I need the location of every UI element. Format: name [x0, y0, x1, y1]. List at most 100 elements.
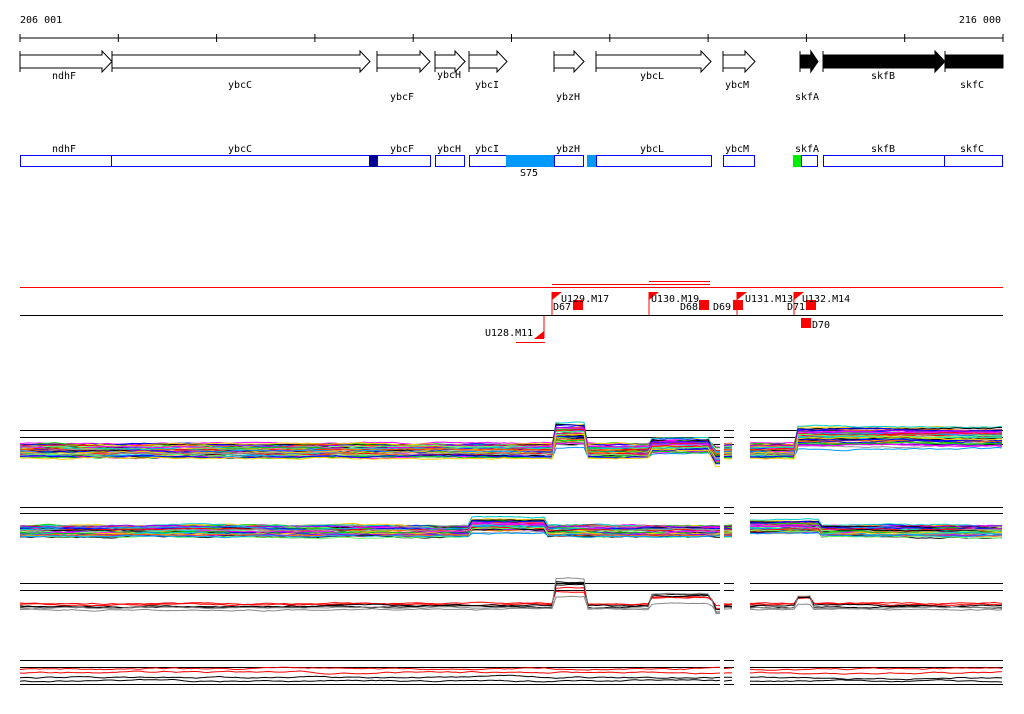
profile-trace: [749, 441, 1003, 459]
gene-track: ndhF ybcC ybcF ybcH ybcI ybzH ybcL ybcM skfA skfB…: [19, 49, 1004, 103]
terminator-icon: [806, 300, 816, 310]
dark-segment: [369, 155, 377, 167]
profile-trace: [749, 529, 1003, 539]
profile-trace: [723, 603, 733, 606]
profile-trace: [19, 526, 721, 540]
profile-trace: [19, 678, 721, 683]
segment-cyan: [587, 155, 596, 167]
gene-box-ybcM: [723, 155, 755, 167]
annotation-label: D71: [787, 302, 805, 313]
gene-ybzH-label: ybzH: [556, 92, 580, 103]
gene-box-ybcI: [469, 155, 508, 167]
profile-trace: [749, 596, 1003, 608]
gene-skfB-label: skfB: [871, 71, 895, 82]
profile-trace: [750, 518, 1003, 527]
coordinate-ruler: [19, 34, 1004, 42]
profile-trace: [723, 451, 733, 454]
gene-ybcF-arrow: [376, 49, 431, 74]
profile-trace: [749, 432, 1003, 453]
profile-trace: [723, 448, 733, 451]
terminator-icon: [733, 300, 743, 310]
profile-trace: [749, 438, 1003, 458]
gene-ybzH-arrow: [553, 49, 585, 74]
gene-ybcM-label: ybcM: [725, 80, 749, 91]
profile-trace: [19, 532, 721, 539]
annotation-label: D69: [713, 302, 731, 313]
gene-ybcH-label: ybcH: [437, 70, 461, 81]
gene-ybcH-arrow: [434, 49, 466, 74]
gene-box-label: ybzH: [556, 144, 580, 155]
gene-box-label: ybcC: [228, 144, 252, 155]
segment-s75: [506, 155, 554, 167]
ruler-start-label: 206 001: [20, 15, 62, 26]
promoter-flag-icon: [794, 292, 804, 300]
gene-ybcM-arrow: [722, 49, 756, 74]
gene-ybcF-label: ybcF: [390, 92, 414, 103]
gene-box-track: ndhF ybcC ybcF ybcH ybcI ybzH ybcL ybcM skfA skfB…: [20, 144, 1003, 167]
profile-trace: [19, 434, 721, 454]
gene-ybcI-label: ybcI: [475, 80, 499, 91]
profile-trace: [19, 432, 721, 448]
gene-box-ybcL: [596, 155, 712, 167]
annotation-label: U132.M14: [802, 294, 850, 305]
expression-panels: [19, 421, 1003, 685]
terminator-icon: [801, 318, 811, 328]
gene-box-label: skfA: [795, 144, 819, 155]
profile-trace: [19, 670, 721, 675]
profile-trace: [749, 519, 1003, 528]
annotation-label: U130.M19: [651, 294, 699, 305]
profile-trace: [19, 583, 721, 611]
profile-trace: [19, 595, 721, 613]
profile-trace: [749, 679, 1003, 683]
promoter-flag-icon: [534, 331, 544, 339]
gene-box-label: ybcL: [640, 144, 664, 155]
annotation-label: D70: [812, 320, 830, 331]
terminator-icon: [699, 300, 709, 310]
profile-trace: [723, 524, 733, 526]
profile-trace: [19, 428, 721, 455]
profile-trace: [749, 443, 1003, 459]
gene-box-skfC: [944, 155, 1003, 167]
gene-box-skfA: [801, 155, 818, 167]
promoter-flag-icon: [649, 292, 659, 300]
terminator-icon: [573, 300, 583, 310]
profile-trace: [723, 447, 733, 449]
gene-box-ybzH: [554, 155, 584, 167]
gene-box-label: ndhF: [52, 144, 76, 155]
profile-trace: [749, 596, 1003, 606]
gene-ybcI-arrow: [468, 49, 508, 74]
gene-ybcL-arrow: [595, 49, 712, 74]
annotation-label: D67: [553, 302, 571, 313]
profile-trace: [749, 667, 1003, 671]
gene-ybcC-label: ybcC: [228, 80, 252, 91]
profile-trace: [723, 534, 733, 536]
gene-box-label: skfB: [871, 144, 895, 155]
profile-trace: [723, 453, 733, 455]
segment-label-s75: S75: [520, 168, 538, 179]
profile-trace: [723, 667, 733, 670]
gene-box-ybcC: [111, 155, 371, 167]
profile-trace: [749, 671, 1003, 675]
gene-ybcL-label: ybcL: [640, 71, 664, 82]
gene-box-label: ybcF: [390, 144, 414, 155]
gene-box-ndhF: [20, 155, 112, 167]
profile-trace: [750, 676, 1003, 681]
profile-trace: [723, 457, 733, 459]
profile-trace: [723, 450, 733, 453]
profile-trace: [723, 455, 733, 458]
promoter-flag-icon: [737, 292, 747, 300]
gene-ndhF-arrow: [19, 49, 113, 74]
gene-box-label: ybcH: [437, 144, 461, 155]
profile-trace: [723, 679, 733, 682]
profile-trace: [749, 531, 1003, 538]
profile-trace: [749, 597, 1003, 605]
gene-skfA-label: skfA: [795, 92, 819, 103]
ruler-end-label: 216 000: [959, 15, 1001, 26]
profile-trace: [749, 436, 1002, 460]
gene-box-ybcF: [377, 155, 431, 167]
gene-box-label: ybcI: [475, 144, 499, 155]
annotation-label: U131.M13: [745, 294, 793, 305]
gene-skfB-arrow: [822, 49, 946, 74]
gene-ybcC-arrow: [111, 49, 371, 74]
